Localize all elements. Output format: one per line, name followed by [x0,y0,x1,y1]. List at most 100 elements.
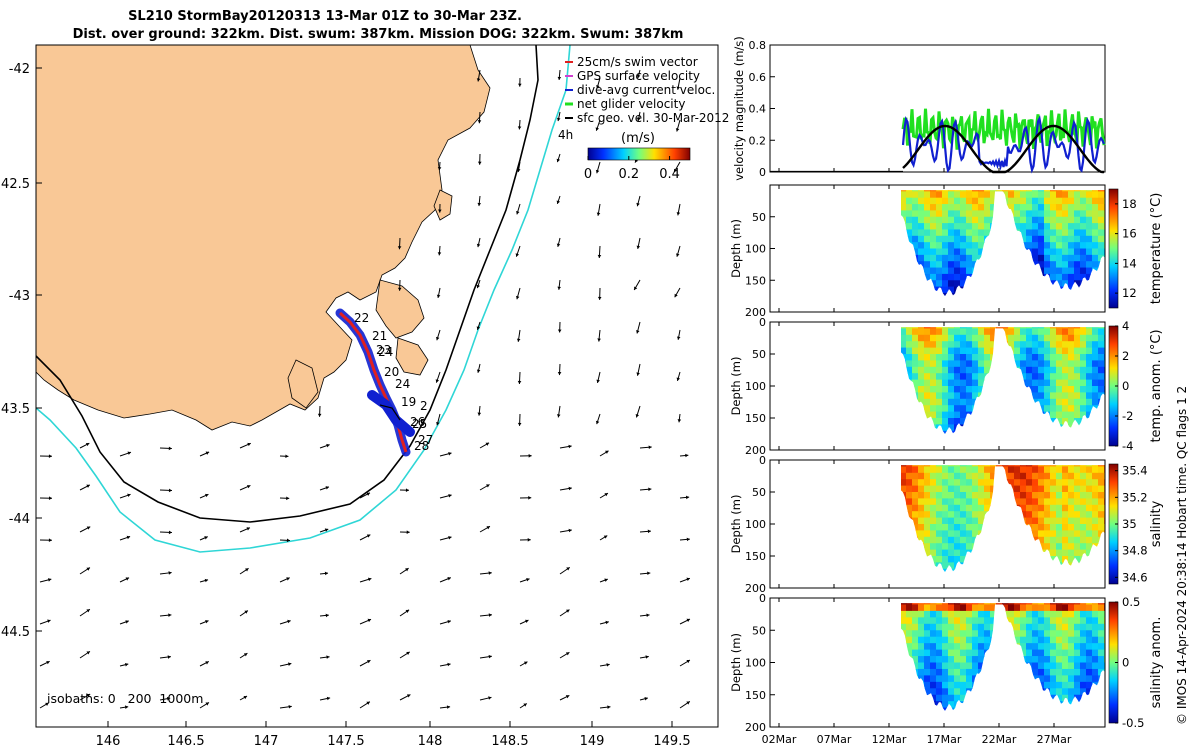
geo-velocity-arrow [556,195,561,205]
geo-velocity-arrow [597,287,602,300]
geo-velocity-arrow [556,405,561,418]
geo-velocity-arrow [159,655,171,659]
section-y-label: Depth (m) [729,357,743,416]
section-y-tick-label: 200 [745,721,766,734]
geo-velocity-arrow [279,619,291,625]
geo-velocity-arrow [479,442,490,449]
section-y-tick-label: 100 [745,380,766,393]
geo-velocity-arrow [676,203,681,216]
geo-velocity-arrow [439,452,452,457]
geo-velocity-arrow [559,486,572,491]
section-colorbar-tick-label: -0.5 [1122,716,1144,730]
track-day-label: 20 [384,365,399,379]
geo-velocity-arrow [399,609,410,617]
geo-velocity-arrow [319,486,330,491]
map-x-tick-label: 148.5 [491,734,528,749]
geo-velocity-arrow [437,245,442,256]
geo-velocity-arrow [596,203,601,216]
geo-velocity-arrow [596,77,601,89]
geo-velocity-arrow [636,195,641,207]
map-y-tick-label: -42 [9,62,30,77]
map-y-tick-label: 43.5 [1,402,30,417]
geo-velocity-arrow [639,571,651,576]
figure-title-line2: Dist. over ground: 322km. Dist. swum: 38… [73,27,684,42]
geo-velocity-arrow [676,245,681,257]
geo-velocity-arrow [595,119,601,131]
geo-velocity-arrow [79,693,91,701]
net-track-line [379,404,401,421]
geo-velocity-arrow [557,363,562,376]
section-panel-4: 0 50 100 150 200 Depth (m) 0.5 0 -0.5 salinity an… [729,592,1164,746]
track-day-label: 19 [401,395,416,409]
geo-velocity-arrow [119,620,129,625]
geo-velocity-arrow [39,538,52,543]
geo-velocity-arrow [636,69,641,79]
geo-velocity-arrow [599,620,609,625]
land-maria-island [433,189,453,221]
geo-velocity-arrow [679,618,691,625]
tidal-velocity-line [902,124,1104,174]
geo-velocity-arrow [399,567,409,575]
geo-velocity-arrow [676,329,681,340]
section-colorbar-tick-label: 34.6 [1122,570,1148,584]
legend-label: 25cm/s swim vector [577,55,698,69]
geo-velocity-arrow [639,487,652,492]
geo-velocity-arrow [439,705,451,709]
section-colorbar-tick-label: 0 [1122,379,1129,393]
geo-velocity-arrow [119,577,130,583]
map-colorbar: (m/s) 0 0.2 0.4 [584,131,691,182]
geo-velocity-arrow [239,652,248,659]
geo-velocity-arrow [279,704,292,709]
section-colorbar-tick-label: -4 [1122,439,1133,453]
geo-velocity-arrow [159,571,172,575]
geo-velocity-arrow [439,536,452,541]
velocity-panel: 0.8 0.6 0.4 0.2 0 velocity magnitude (m/s) [732,36,1106,181]
colorbar-tick-label: 0.2 [618,167,639,182]
isobath-legend-label: isobaths: 0 200 1000m [47,691,203,706]
geo-velocity-arrow [557,321,562,333]
geo-velocity-arrow [516,329,521,342]
isobath-1000m [36,45,571,553]
geo-velocity-arrow [359,492,371,499]
time-marker-label: 4h [558,128,573,142]
legend-label: GPS surface velocity [577,69,700,83]
velocity-y-tick-label: 0.4 [749,103,767,116]
section-y-tick-label: 150 [745,274,766,287]
section-colorbar-tick-label: 12 [1122,286,1137,300]
geo-velocity-arrow [435,371,441,383]
geo-velocity-arrow [679,453,689,458]
geo-velocity-arrow [677,413,682,423]
legend-label: dive-avg current veloc. [577,83,715,97]
geo-velocity-arrow [239,527,251,533]
geo-velocity-arrow [439,662,451,667]
geo-velocity-arrow [239,442,251,449]
geo-velocity-arrow [556,153,561,163]
geo-velocity-arrow [595,161,601,174]
colorbar-tick-label: 0.4 [659,167,680,182]
section-y-tick-label: 50 [752,624,766,637]
geo-velocity-arrow [639,613,650,618]
geo-velocity-arrow [479,696,492,701]
net-velocity-line [901,108,1106,150]
geo-velocity-arrow [479,484,490,491]
geo-velocity-arrow [559,609,570,617]
geo-velocity-arrow [476,321,481,330]
section-colorbar-tick-label: 4 [1122,319,1129,333]
geo-velocity-arrow [239,695,248,701]
section-y-tick-label: 100 [745,518,766,531]
geo-velocity-arrow [476,237,481,248]
geo-velocity-arrow [676,371,681,381]
section-colorbar-tick-label: 0 [1122,656,1129,670]
section-y-label: Depth (m) [729,633,743,692]
geo-velocity-arrow [639,696,648,701]
geo-velocity-arrow [479,525,491,533]
geo-velocity-arrow [557,69,562,81]
geo-velocity-arrow [159,446,172,451]
section-colorbar-tick-label: 0.5 [1122,595,1140,609]
section-colorbar-label: salinity [1149,500,1164,547]
section-colorbar-tick-label: 2 [1122,349,1129,363]
geo-velocity-arrow [79,567,91,575]
